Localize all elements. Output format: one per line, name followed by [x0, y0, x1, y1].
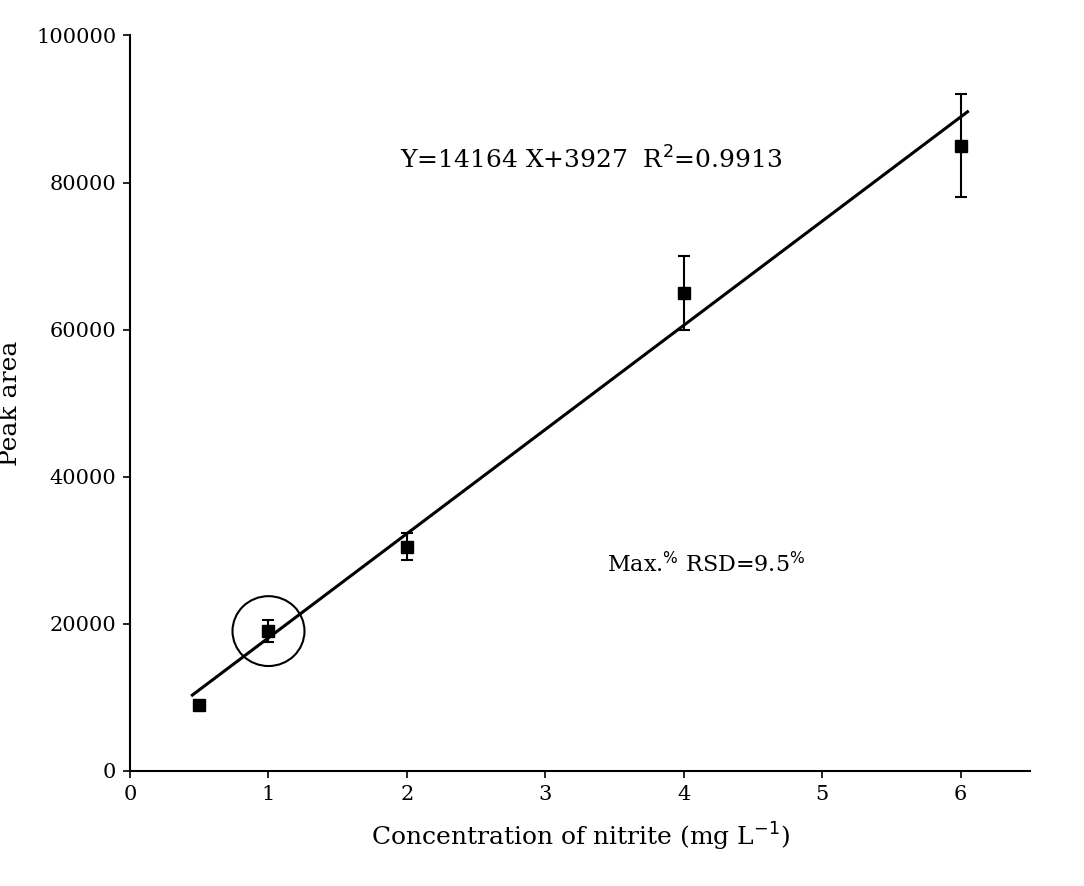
Text: Max.$^{\%}$ RSD=9.5$^{\%}$: Max.$^{\%}$ RSD=9.5$^{\%}$: [607, 552, 805, 578]
X-axis label: Concentration of nitrite (mg L$^{-1}$): Concentration of nitrite (mg L$^{-1}$): [371, 820, 789, 852]
Y-axis label: Peak area: Peak area: [0, 340, 22, 466]
Text: Y=14164 X+3927  R$^{2}$=0.9913: Y=14164 X+3927 R$^{2}$=0.9913: [400, 147, 783, 174]
